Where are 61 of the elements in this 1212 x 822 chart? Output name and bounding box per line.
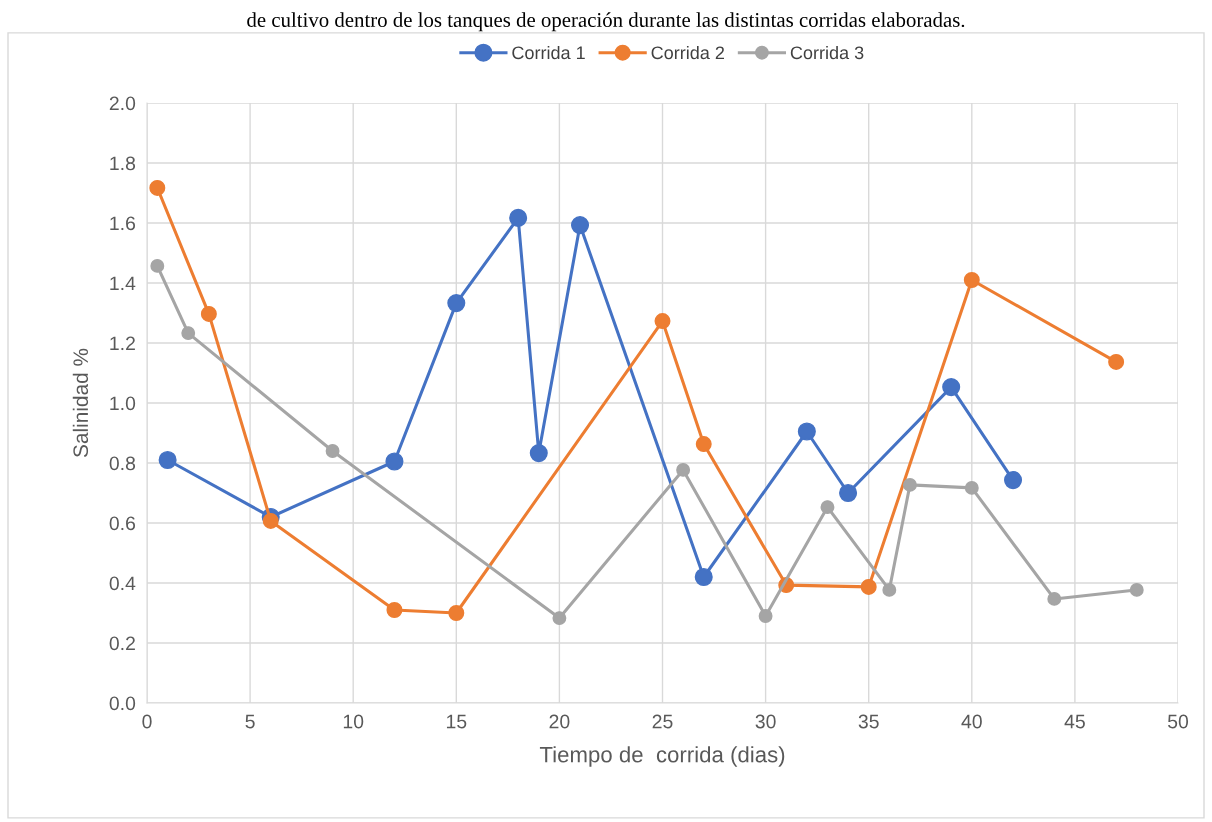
point — [1129, 582, 1144, 597]
x-tick-label: 10 — [343, 714, 364, 729]
point — [158, 450, 177, 470]
x-tick-label: 50 — [1167, 714, 1189, 729]
y-tick-label: 0.6 — [109, 516, 136, 531]
legend-label: Corrida 3 — [790, 45, 864, 60]
y-tick-label: 0.4 — [109, 576, 136, 591]
y-tick-label: 0.0 — [109, 696, 136, 711]
point — [695, 436, 712, 453]
text: de cultivo dentro de los tanques de operación durante las distintas corridas elaboradas. — [247, 12, 965, 32]
point — [181, 326, 196, 341]
x-tick-label: 30 — [755, 714, 776, 729]
point — [570, 216, 590, 235]
point — [860, 578, 877, 595]
point — [149, 179, 166, 196]
y-tick-label: 1.0 — [110, 396, 136, 411]
point — [552, 611, 567, 626]
point — [150, 258, 165, 273]
point — [448, 605, 465, 621]
x-tick-label: 15 — [446, 714, 467, 729]
point — [654, 313, 671, 330]
point — [200, 305, 217, 322]
point — [797, 422, 816, 441]
x-tick-label: 5 — [245, 714, 255, 729]
y-tick-label: 1.4 — [110, 276, 136, 291]
point — [882, 582, 897, 597]
x-axis-title: Tiempo de corrida (dias) — [539, 746, 785, 767]
y-axis-title: Salinidad % — [72, 348, 89, 458]
point — [942, 378, 961, 397]
point — [529, 444, 548, 463]
legend-label: Corrida 1 — [512, 45, 585, 60]
point — [676, 462, 691, 477]
point — [694, 567, 713, 587]
y-tick-label: 1.8 — [110, 156, 136, 171]
y-tick-label: 0.2 — [109, 636, 135, 651]
point — [839, 483, 858, 503]
x-tick-label: 40 — [961, 714, 982, 729]
y-tick-label: 0.8 — [109, 456, 136, 471]
x-tick-label: 35 — [858, 714, 879, 729]
legend-label: Corrida 2 — [651, 45, 724, 60]
x-tick-label: 20 — [549, 714, 570, 729]
point — [447, 294, 466, 313]
point — [963, 272, 980, 288]
point — [386, 602, 403, 618]
point — [902, 477, 917, 492]
y-tick-label: 1.2 — [110, 336, 135, 351]
point — [964, 480, 979, 495]
point — [325, 444, 340, 458]
point — [758, 609, 773, 623]
point — [1108, 353, 1125, 370]
point — [385, 452, 404, 471]
point — [509, 208, 528, 227]
point — [1047, 591, 1062, 606]
point — [1004, 471, 1023, 490]
x-tick-label: 45 — [1064, 714, 1085, 729]
x-tick-label: 25 — [652, 714, 673, 729]
y-tick-label: 1.6 — [110, 216, 136, 231]
y-tick-label: 2.0 — [109, 96, 136, 111]
point — [820, 500, 835, 515]
point — [262, 512, 279, 529]
x-tick-label: 0 — [142, 714, 152, 729]
